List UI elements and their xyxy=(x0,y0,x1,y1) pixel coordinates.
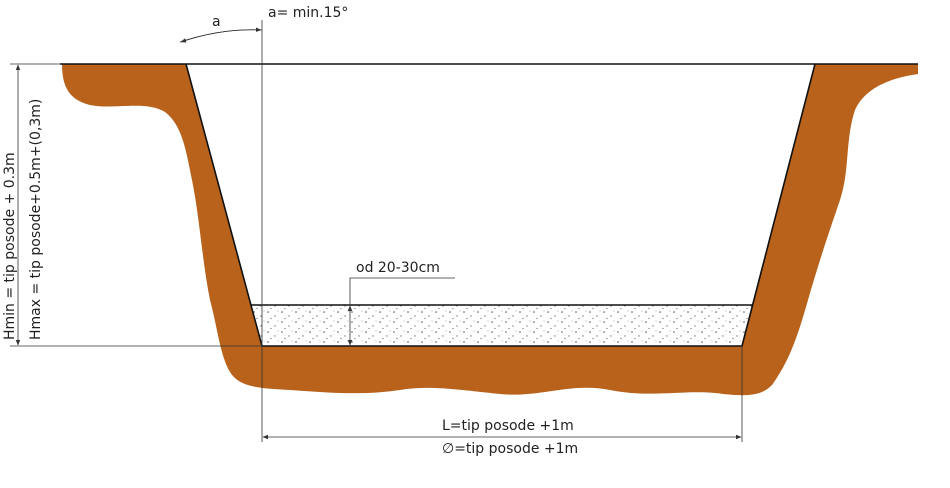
hmax-label: Hmax = tip posode+0.5m+(0,3m) xyxy=(28,99,44,340)
gravel-label: od 20-30cm xyxy=(356,260,440,276)
gravel-leader xyxy=(349,277,455,306)
trench-outline xyxy=(60,63,918,347)
length-label: L=tip posode +1m xyxy=(442,418,574,434)
diameter-label: ∅=tip posode +1m xyxy=(442,441,578,457)
angle-arrow xyxy=(180,27,262,43)
angle-note: a= min.15° xyxy=(268,5,348,21)
angle-label: a xyxy=(212,14,221,30)
hmin-label: Hmin = tip posode + 0.3m xyxy=(2,152,18,340)
height-extensions xyxy=(10,63,262,347)
soil xyxy=(62,64,918,396)
gravel-layer xyxy=(251,305,752,346)
length-extensions xyxy=(261,346,743,442)
